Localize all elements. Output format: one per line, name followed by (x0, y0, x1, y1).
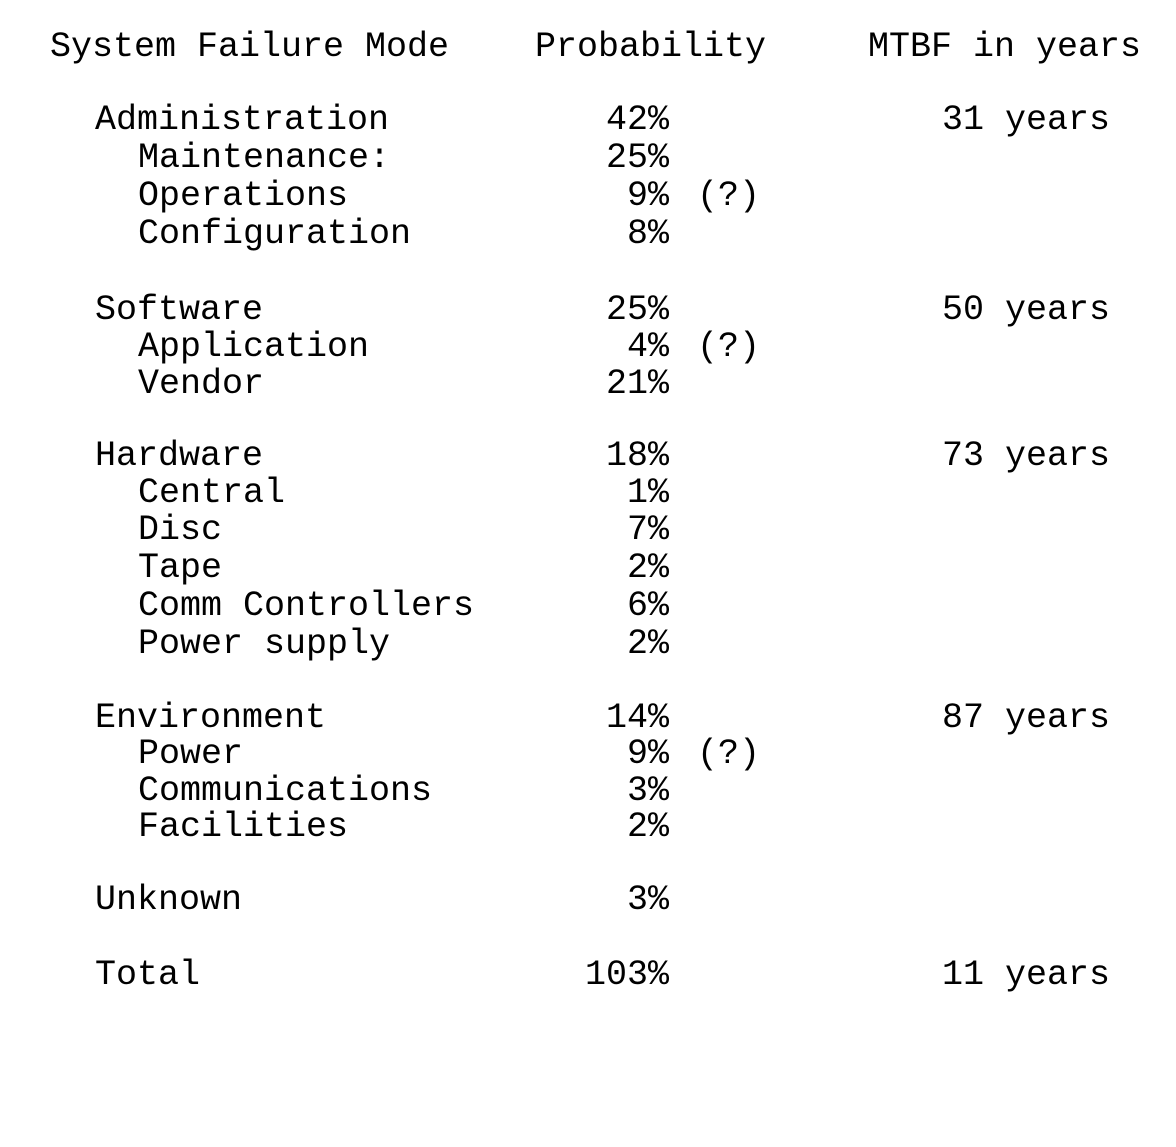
subcategory-label: Maintenance: (138, 138, 391, 178)
mtbf-value: 50 years (941, 290, 1110, 330)
total-label: Total (95, 955, 201, 995)
category-label: Environment (95, 698, 327, 738)
subcategory-label: Communications (138, 771, 433, 811)
table-row: Application 4% (?) (0, 328, 1176, 366)
total-probability-value: 103% (584, 955, 669, 995)
category-label: Hardware (95, 436, 264, 476)
subcategory-label: Operations (138, 176, 349, 216)
subcategory-label: Vendor (138, 364, 265, 404)
probability-value: 21% (605, 364, 669, 404)
table-row: Configuration 8% (0, 215, 1176, 253)
subcategory-label: Power (138, 734, 244, 774)
probability-value: 1% (626, 473, 669, 513)
total-row: Total 103% 11 years (0, 956, 1176, 994)
probability-value: 25% (605, 138, 669, 178)
category-label: Administration (95, 100, 390, 140)
table-row: Disc 7% (0, 511, 1176, 549)
mtbf-value: 87 years (941, 698, 1110, 738)
probability-value: 9% (626, 176, 669, 216)
probability-value: 25% (605, 290, 669, 330)
probability-value: 7% (626, 510, 669, 550)
table-row: Comm Controllers 6% (0, 587, 1176, 625)
subcategory-label: Power supply (138, 624, 391, 664)
table-row: Administration 42% 31 years (0, 101, 1176, 139)
probability-value: 4% (626, 327, 669, 367)
probability-value: 3% (626, 880, 669, 920)
table-row: Power supply 2% (0, 625, 1176, 663)
table-row: Tape 2% (0, 549, 1176, 587)
subcategory-label: Tape (138, 548, 223, 588)
table-row: Software 25% 50 years (0, 291, 1176, 329)
table-row: Environment 14% 87 years (0, 699, 1176, 737)
table-row: Facilities 2% (0, 808, 1176, 846)
probability-value: 2% (626, 807, 669, 847)
table-row: Hardware 18% 73 years (0, 437, 1176, 475)
table-row: Communications 3% (0, 772, 1176, 810)
mtbf-value: 73 years (941, 436, 1110, 476)
probability-value: 18% (605, 436, 669, 476)
table-row: Vendor 21% (0, 365, 1176, 403)
header-probability: Probability (535, 27, 767, 67)
probability-value: 2% (626, 548, 669, 588)
header-mtbf: MTBF in years (868, 27, 1142, 67)
table-row: Central 1% (0, 474, 1176, 512)
uncertain-note: (?) (697, 327, 761, 367)
mtbf-value: 31 years (941, 100, 1110, 140)
probability-value: 2% (626, 624, 669, 664)
uncertain-note: (?) (697, 734, 761, 774)
header-failure-mode: System Failure Mode (50, 27, 450, 67)
subcategory-label: Configuration (138, 214, 412, 254)
probability-value: 14% (605, 698, 669, 738)
table-row: Maintenance: 25% (0, 139, 1176, 177)
subcategory-label: Comm Controllers (138, 586, 475, 626)
table-row: Operations 9% (?) (0, 177, 1176, 215)
subcategory-label: Central (138, 473, 286, 513)
subcategory-label: Application (138, 327, 370, 367)
probability-value: 3% (626, 771, 669, 811)
probability-value: 9% (626, 734, 669, 774)
table-row: Unknown 3% (0, 881, 1176, 919)
category-label: Unknown (95, 880, 243, 920)
subcategory-label: Facilities (138, 807, 349, 847)
probability-value: 8% (626, 214, 669, 254)
failure-mode-table: System Failure Mode Probability MTBF in … (0, 27, 1176, 994)
probability-value: 6% (626, 586, 669, 626)
uncertain-note: (?) (697, 176, 761, 216)
table-row: Power 9% (?) (0, 735, 1176, 773)
probability-value: 42% (605, 100, 669, 140)
subcategory-label: Disc (138, 510, 223, 550)
total-mtbf-value: 11 years (941, 955, 1110, 995)
category-label: Software (95, 290, 264, 330)
